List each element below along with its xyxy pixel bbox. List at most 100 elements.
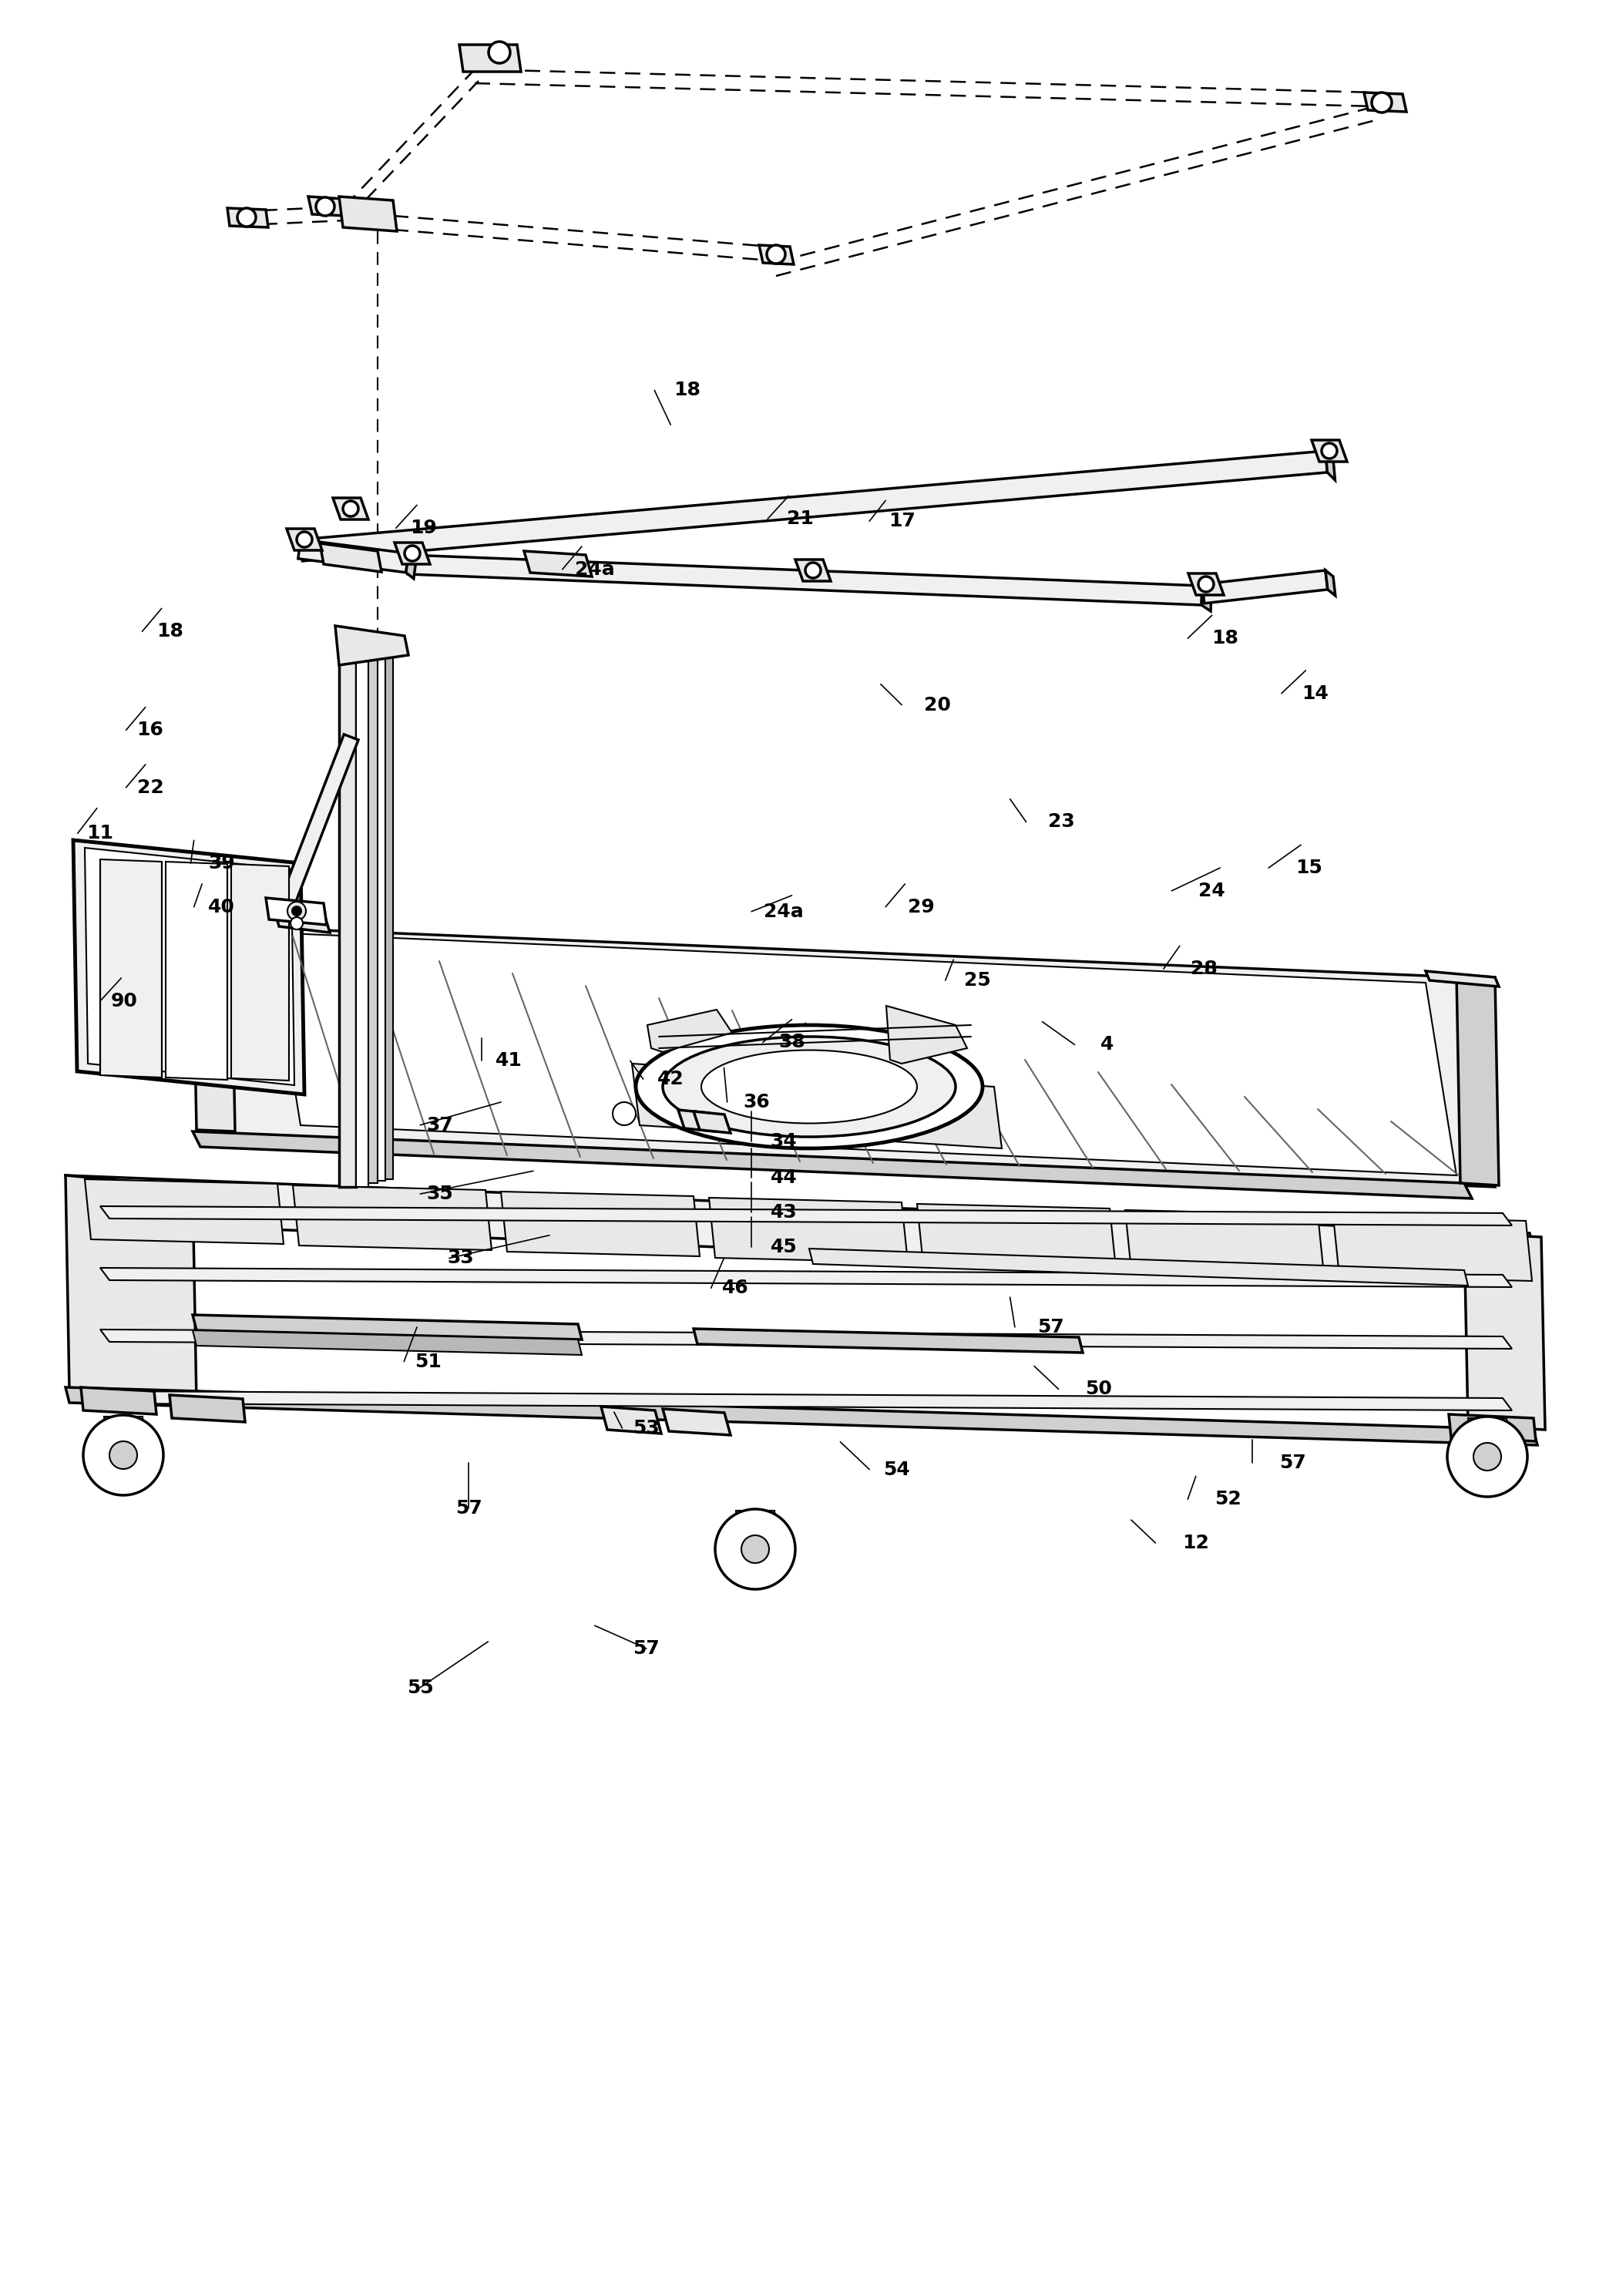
- Circle shape: [742, 1536, 769, 1564]
- Text: 51: 51: [415, 1352, 441, 1371]
- Polygon shape: [394, 542, 430, 565]
- Polygon shape: [84, 1180, 283, 1244]
- Polygon shape: [810, 1249, 1467, 1286]
- Polygon shape: [1312, 441, 1348, 461]
- Polygon shape: [309, 197, 347, 216]
- Text: 41: 41: [496, 1052, 522, 1070]
- Text: 15: 15: [1296, 859, 1322, 877]
- Polygon shape: [385, 647, 393, 1180]
- Polygon shape: [693, 1111, 730, 1132]
- Circle shape: [238, 209, 255, 227]
- Polygon shape: [1202, 569, 1328, 604]
- Polygon shape: [339, 197, 398, 232]
- Text: 42: 42: [658, 1070, 684, 1088]
- Polygon shape: [84, 847, 294, 1086]
- Polygon shape: [1425, 971, 1500, 987]
- Polygon shape: [1201, 585, 1212, 611]
- Text: 57: 57: [633, 1639, 659, 1658]
- Circle shape: [1474, 1442, 1501, 1469]
- Polygon shape: [679, 1109, 716, 1132]
- Text: 36: 36: [743, 1093, 769, 1111]
- Polygon shape: [1450, 1414, 1535, 1442]
- Text: 54: 54: [884, 1460, 910, 1479]
- Text: 55: 55: [407, 1678, 433, 1697]
- Polygon shape: [228, 209, 268, 227]
- Polygon shape: [368, 643, 378, 1182]
- Circle shape: [766, 246, 785, 264]
- Text: 28: 28: [1191, 960, 1217, 978]
- Polygon shape: [1467, 1419, 1509, 1442]
- Ellipse shape: [701, 1049, 916, 1123]
- Ellipse shape: [663, 1035, 955, 1137]
- Circle shape: [612, 1102, 635, 1125]
- Polygon shape: [100, 1205, 1513, 1226]
- Polygon shape: [886, 1006, 966, 1063]
- Polygon shape: [648, 1010, 732, 1052]
- Polygon shape: [66, 1176, 1537, 1279]
- Polygon shape: [333, 498, 368, 519]
- Polygon shape: [1125, 1210, 1324, 1274]
- Text: 50: 50: [1086, 1380, 1112, 1398]
- Polygon shape: [709, 1199, 908, 1263]
- Text: 44: 44: [771, 1169, 797, 1187]
- Text: 53: 53: [633, 1419, 659, 1437]
- Polygon shape: [192, 1316, 582, 1339]
- Polygon shape: [100, 1329, 1513, 1348]
- Polygon shape: [795, 560, 831, 581]
- Text: 12: 12: [1183, 1534, 1209, 1552]
- Text: 38: 38: [779, 1033, 805, 1052]
- Polygon shape: [632, 1063, 1002, 1148]
- Polygon shape: [270, 932, 1456, 1176]
- Text: 4: 4: [1100, 1035, 1113, 1054]
- Polygon shape: [320, 544, 381, 572]
- Circle shape: [292, 907, 301, 916]
- Text: 17: 17: [889, 512, 915, 530]
- Polygon shape: [103, 1417, 145, 1440]
- Polygon shape: [524, 551, 591, 576]
- Polygon shape: [81, 1387, 157, 1414]
- Polygon shape: [663, 1410, 730, 1435]
- Ellipse shape: [635, 1024, 983, 1148]
- Circle shape: [1372, 92, 1391, 113]
- Text: 57: 57: [1280, 1453, 1306, 1472]
- Polygon shape: [278, 735, 359, 909]
- Polygon shape: [192, 925, 234, 1132]
- Polygon shape: [1188, 574, 1223, 595]
- Text: 90: 90: [112, 992, 137, 1010]
- Text: 11: 11: [87, 824, 113, 843]
- Polygon shape: [1325, 569, 1335, 595]
- Text: 19: 19: [410, 519, 436, 537]
- Polygon shape: [170, 1396, 246, 1421]
- Text: 37: 37: [427, 1116, 452, 1134]
- Polygon shape: [100, 1267, 1513, 1288]
- Polygon shape: [1456, 976, 1500, 1185]
- Circle shape: [84, 1414, 163, 1495]
- Text: 14: 14: [1302, 684, 1328, 703]
- Circle shape: [488, 41, 511, 64]
- Polygon shape: [1364, 92, 1406, 113]
- Circle shape: [343, 501, 359, 517]
- Text: 57: 57: [456, 1499, 482, 1518]
- Polygon shape: [292, 1185, 491, 1249]
- Text: 35: 35: [427, 1185, 452, 1203]
- Text: 22: 22: [137, 778, 163, 797]
- Polygon shape: [267, 898, 326, 925]
- Polygon shape: [339, 641, 356, 1187]
- Text: 45: 45: [771, 1238, 797, 1256]
- Circle shape: [716, 1508, 795, 1589]
- Polygon shape: [166, 861, 228, 1079]
- Polygon shape: [356, 641, 368, 1187]
- Polygon shape: [192, 925, 1495, 1187]
- Polygon shape: [100, 1391, 1513, 1410]
- Circle shape: [297, 533, 312, 546]
- Polygon shape: [1333, 1217, 1532, 1281]
- Circle shape: [288, 902, 305, 921]
- Text: 18: 18: [1212, 629, 1238, 647]
- Circle shape: [110, 1442, 137, 1469]
- Polygon shape: [1325, 450, 1335, 480]
- Polygon shape: [297, 540, 409, 572]
- Polygon shape: [501, 1192, 700, 1256]
- Text: 24a: 24a: [764, 902, 803, 921]
- Text: 23: 23: [1049, 813, 1075, 831]
- Polygon shape: [286, 528, 322, 551]
